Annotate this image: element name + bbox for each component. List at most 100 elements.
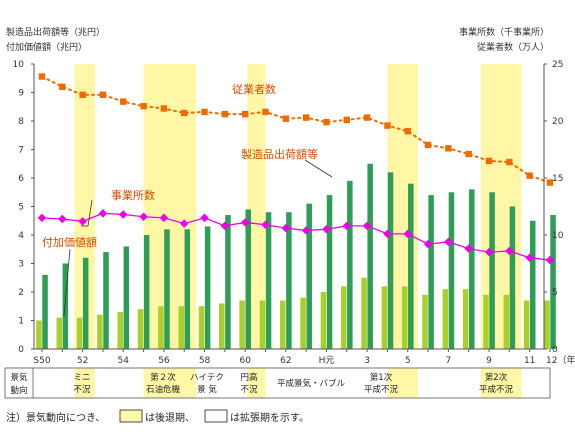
left-tick-label: 10 — [13, 60, 25, 70]
footnote-suffix: は拡張期を示す。 — [230, 411, 309, 424]
employees-point — [181, 109, 188, 117]
employees-point — [242, 110, 249, 118]
shipments-bar — [448, 192, 455, 349]
establishments-point — [58, 214, 67, 224]
establishments-point — [37, 213, 47, 223]
value-added-bar — [361, 277, 367, 349]
shipments-bar — [326, 195, 333, 349]
shipments-bar — [62, 263, 69, 349]
x-tick-label: 62 — [280, 356, 291, 366]
left-tick-label: 2 — [18, 288, 24, 298]
value-added-bar — [462, 289, 469, 349]
establishments-point — [240, 218, 250, 227]
establishments-point — [342, 221, 352, 231]
employees-point — [120, 98, 127, 105]
shipments-bar — [123, 246, 130, 349]
phase-hightech-boom-1: ハイテク — [190, 373, 224, 383]
value-added-leader — [63, 248, 71, 317]
shipments-leader — [304, 159, 333, 178]
shipments-bar — [550, 215, 556, 349]
establishments-point — [383, 229, 392, 239]
value-added-bar — [503, 294, 510, 349]
x-tick-label: 11 — [524, 356, 535, 366]
shipments-bar — [408, 183, 414, 349]
footnote: 注）景気動向につき、 は後退期、 は拡張期を示す。 — [6, 409, 309, 424]
establishments-point — [423, 239, 433, 249]
x-tick-label: 60 — [239, 356, 251, 366]
right-tick-label: 20 — [552, 117, 564, 127]
shipments-bar — [306, 203, 312, 349]
value-added-bar — [117, 311, 123, 349]
value-added-bar — [544, 300, 550, 349]
establishments-point — [545, 255, 555, 265]
left-tick-label: 6 — [18, 174, 24, 184]
establishments-point — [139, 212, 148, 222]
shipments-bar — [387, 172, 394, 349]
recession-phase-band-4 — [480, 368, 522, 398]
value-added-bar — [137, 309, 144, 349]
shipments-bar — [245, 209, 251, 349]
phase-heisei-1-2: 平成不況 — [364, 384, 399, 395]
value-added-bar — [442, 289, 449, 349]
shipments-bar — [509, 206, 516, 349]
right-tick-label: 15 — [552, 174, 563, 184]
shipments-bar — [428, 195, 434, 349]
phase-mini-recession-1: ミニ — [73, 373, 90, 383]
establishments-point — [200, 213, 209, 223]
value-added-bar — [198, 306, 205, 349]
establishments-leader-2 — [87, 199, 93, 227]
left-tick-label: 7 — [18, 146, 24, 156]
phase-strong-yen-1: 円高 — [240, 372, 257, 383]
phase-row-frame — [4, 367, 551, 399]
value-added-bar — [259, 300, 266, 349]
shipments-bar — [225, 215, 231, 349]
value-added-bar — [381, 286, 388, 349]
value-added-bar — [280, 300, 286, 349]
establishments-point — [281, 223, 291, 233]
value-added-bar — [401, 286, 408, 349]
footnote-recession-swatch — [119, 409, 143, 423]
employees-point — [282, 115, 290, 122]
employees-point — [424, 141, 432, 149]
value-added-bar — [178, 306, 184, 349]
value-added-bar — [97, 314, 103, 349]
establishments-point — [261, 220, 270, 229]
recession-phase-band-0 — [74, 368, 95, 398]
establishments-point — [444, 237, 453, 247]
right-tick-label: 10 — [552, 231, 564, 241]
value-added-bar — [341, 286, 347, 349]
employees-point — [262, 108, 269, 116]
phase-row-label-2: 動向 — [10, 385, 27, 396]
x-tick-label: S50 — [33, 356, 50, 366]
left-tick-label: 9 — [18, 89, 24, 99]
shipments-bar — [367, 163, 373, 349]
x-tick-label: 5 — [405, 356, 411, 366]
recession-phase-band-1 — [143, 368, 197, 398]
phase-bubble: 平成景気・バブル — [277, 378, 346, 389]
employees-point — [160, 105, 168, 112]
phase-strong-yen-2: 不況 — [240, 385, 258, 395]
establishments-point — [362, 221, 372, 231]
x-tick-label: H元 — [319, 356, 335, 366]
x-tick-label: 54 — [118, 356, 130, 366]
employees-point — [404, 128, 411, 135]
x-tick-label: 56 — [158, 356, 170, 366]
phase-heisei-1-1: 第1次 — [370, 372, 393, 383]
footnote-prefix: 注）景気動向につき、 — [6, 411, 105, 424]
shipments-bar — [42, 274, 48, 349]
phase-oil-crisis-1: 第２次 — [150, 372, 176, 383]
shipments-bar — [347, 180, 353, 349]
shipments-bar — [164, 229, 170, 349]
establishments-point — [403, 229, 413, 239]
employees-point — [363, 114, 371, 121]
employees-point — [302, 114, 310, 121]
shipments-bar — [489, 192, 495, 349]
shipments-bar — [103, 252, 109, 349]
establishments-annotation: 事業所数 — [111, 189, 155, 202]
left-tick-label: 1 — [18, 317, 24, 327]
value-added-bar — [300, 297, 306, 349]
employees-point — [38, 73, 46, 80]
employees-point — [99, 91, 107, 98]
shipments-annotation: 製造品出荷額等 — [241, 147, 318, 161]
